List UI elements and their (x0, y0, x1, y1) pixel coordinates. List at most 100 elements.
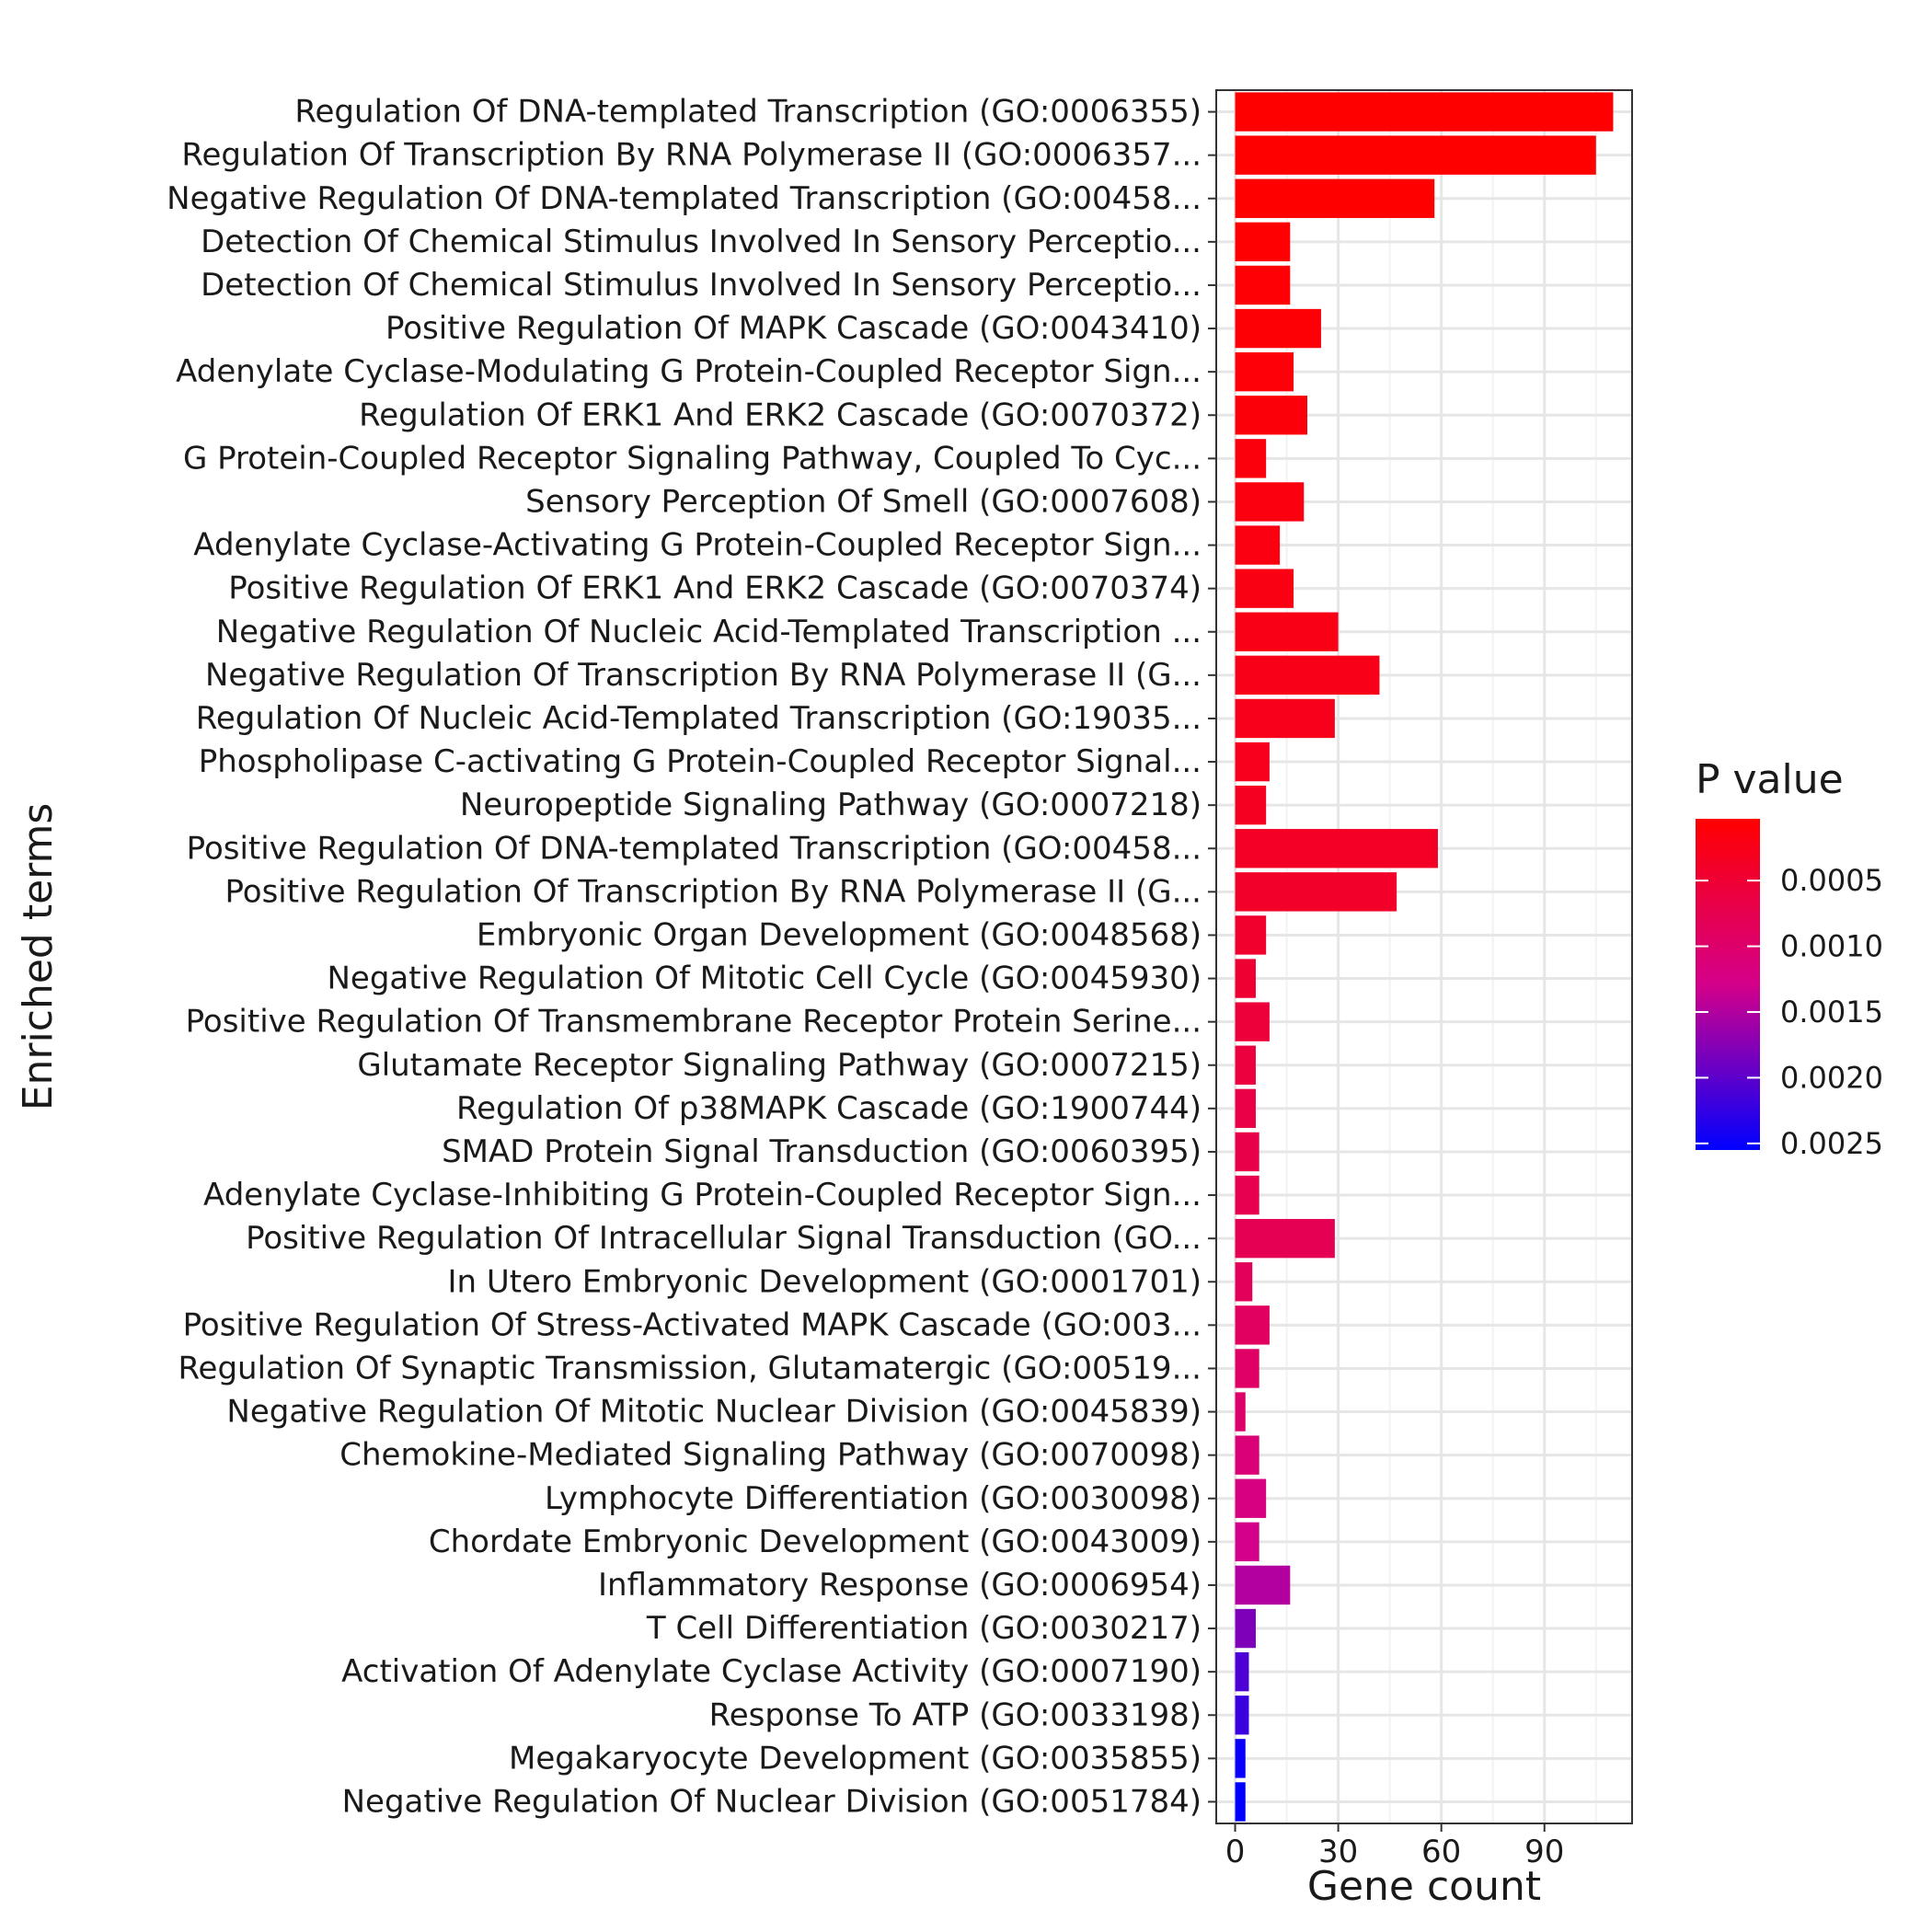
bar (1235, 1739, 1246, 1778)
bar (1235, 265, 1291, 305)
term-label: Regulation Of Synaptic Transmission, Glu… (178, 1350, 1202, 1386)
term-label: Activation Of Adenylate Cyclase Activity… (341, 1653, 1202, 1690)
term-label: In Utero Embryonic Development (GO:00017… (447, 1263, 1202, 1300)
term-label: Megakaryocyte Development (GO:0035855) (509, 1740, 1202, 1777)
x-axis-title: Gene count (1307, 1863, 1541, 1910)
bar (1235, 1132, 1259, 1172)
legend-ticks: 0.0005 0.0010 0.0015 0.0020 0.0025 (1696, 863, 1883, 1161)
term-label: Chordate Embryonic Development (GO:00430… (429, 1524, 1202, 1560)
term-label: T Cell Differentiation (GO:0030217) (646, 1610, 1202, 1647)
legend-tick-label: 0.0020 (1780, 1060, 1883, 1095)
term-label: Negative Regulation Of Nuclear Division … (342, 1783, 1202, 1820)
bar (1235, 178, 1435, 218)
term-label: Lymphocyte Differentiation (GO:0030098) (545, 1480, 1202, 1517)
bar (1235, 569, 1294, 608)
bar (1235, 915, 1267, 955)
term-label: Negative Regulation Of Mitotic Cell Cycl… (328, 960, 1202, 997)
term-label: Positive Regulation Of Transcription By … (225, 873, 1202, 910)
x-axis-ticks: 0 30 60 90 (1225, 1823, 1564, 1870)
term-label: Positive Regulation Of Stress-Activated … (183, 1306, 1202, 1343)
term-label: Regulation Of Nucleic Acid-Templated Tra… (196, 700, 1202, 737)
term-label: Adenylate Cyclase-Activating G Protein-C… (193, 527, 1202, 564)
bar (1235, 1696, 1249, 1735)
bar (1235, 1522, 1259, 1562)
legend-tick-label: 0.0025 (1780, 1126, 1883, 1161)
bar (1235, 829, 1438, 868)
bar (1235, 351, 1294, 392)
legend-tick-label: 0.0015 (1780, 995, 1883, 1029)
bar (1235, 959, 1256, 998)
bar (1235, 1262, 1253, 1302)
term-label: Negative Regulation Of Transcription By … (205, 657, 1202, 694)
term-label: G Protein-Coupled Receptor Signaling Pat… (183, 440, 1202, 477)
bar (1235, 1002, 1270, 1041)
bar (1235, 655, 1380, 696)
legend: P value 0.0005 0.0010 0.0015 0.0020 0.0025 (1696, 756, 1883, 1161)
panel-border (1215, 89, 1633, 1824)
term-label: Detection Of Chemical Stimulus Involved … (201, 224, 1202, 260)
bar (1235, 222, 1291, 262)
bar (1235, 612, 1339, 651)
term-label: SMAD Protein Signal Transduction (GO:006… (442, 1133, 1202, 1170)
term-label: Negative Regulation Of Mitotic Nuclear D… (226, 1394, 1202, 1431)
term-label: Regulation Of DNA-templated Transcriptio… (294, 94, 1202, 131)
legend-tick-label: 0.0010 (1780, 929, 1883, 964)
bar (1235, 1435, 1259, 1475)
bar (1235, 135, 1596, 175)
bar (1235, 1782, 1246, 1822)
bar (1235, 396, 1307, 435)
term-label: Positive Regulation Of Intracellular Sig… (246, 1220, 1202, 1257)
bar (1235, 785, 1267, 825)
term-label: Positive Regulation Of MAPK Cascade (GO:… (385, 310, 1202, 347)
bar (1235, 1305, 1270, 1345)
x-tick-label: 60 (1421, 1834, 1461, 1870)
bar (1235, 92, 1614, 132)
bars (1235, 92, 1614, 1822)
bar (1235, 482, 1305, 522)
term-label: Inflammatory Response (GO:0006954) (598, 1567, 1202, 1604)
term-label: Regulation Of ERK1 And ERK2 Cascade (GO:… (359, 397, 1202, 433)
term-label: Regulation Of p38MAPK Cascade (GO:190074… (456, 1090, 1202, 1127)
bar (1235, 439, 1267, 478)
legend-tick-label: 0.0005 (1780, 863, 1883, 898)
bar (1235, 1651, 1249, 1692)
bar (1235, 1349, 1259, 1388)
term-label: Positive Regulation Of ERK1 And ERK2 Cas… (228, 570, 1202, 607)
term-label: Negative Regulation Of Nucleic Acid-Temp… (216, 614, 1202, 650)
term-label: Chemokine-Mediated Signaling Pathway (GO… (339, 1437, 1202, 1474)
term-label: Adenylate Cyclase-Inhibiting G Protein-C… (203, 1177, 1202, 1213)
bar (1235, 742, 1270, 782)
bar (1235, 1608, 1256, 1649)
bar (1235, 1045, 1256, 1085)
bar (1235, 1565, 1291, 1605)
term-label: Positive Regulation Of Transmembrane Rec… (186, 1004, 1202, 1041)
term-label: Glutamate Receptor Signaling Pathway (GO… (357, 1047, 1202, 1084)
term-labels: Regulation Of DNA-templated Transcriptio… (167, 94, 1216, 1820)
term-label: Response To ATP (GO:0033198) (709, 1696, 1202, 1733)
bar (1235, 308, 1321, 349)
term-label: Neuropeptide Signaling Pathway (GO:00072… (460, 787, 1202, 823)
bar (1235, 698, 1335, 739)
y-axis-title: Enriched terms (15, 803, 62, 1111)
term-label: Positive Regulation Of DNA-templated Tra… (187, 830, 1202, 867)
term-label: Adenylate Cyclase-Modulating G Protein-C… (176, 353, 1202, 390)
term-label: Regulation Of Transcription By RNA Polym… (181, 137, 1202, 174)
bar (1235, 1218, 1335, 1259)
bar (1235, 525, 1281, 565)
bar (1235, 1392, 1246, 1432)
x-tick-label: 0 (1225, 1834, 1246, 1870)
bar (1235, 1175, 1259, 1215)
term-label: Sensory Perception Of Smell (GO:0007608) (525, 483, 1202, 520)
term-label: Phospholipase C-activating G Protein-Cou… (199, 743, 1202, 780)
term-label: Embryonic Organ Development (GO:0048568) (477, 916, 1202, 953)
panel-background (1216, 90, 1632, 1823)
term-label: Detection Of Chemical Stimulus Involved … (201, 267, 1202, 304)
legend-title: P value (1696, 756, 1844, 803)
bar (1235, 1478, 1267, 1518)
x-tick-label: 90 (1524, 1834, 1564, 1870)
bar (1235, 872, 1397, 912)
bar (1235, 1088, 1256, 1129)
term-label: Negative Regulation Of DNA-templated Tra… (167, 180, 1202, 217)
x-tick-label: 30 (1318, 1834, 1358, 1870)
